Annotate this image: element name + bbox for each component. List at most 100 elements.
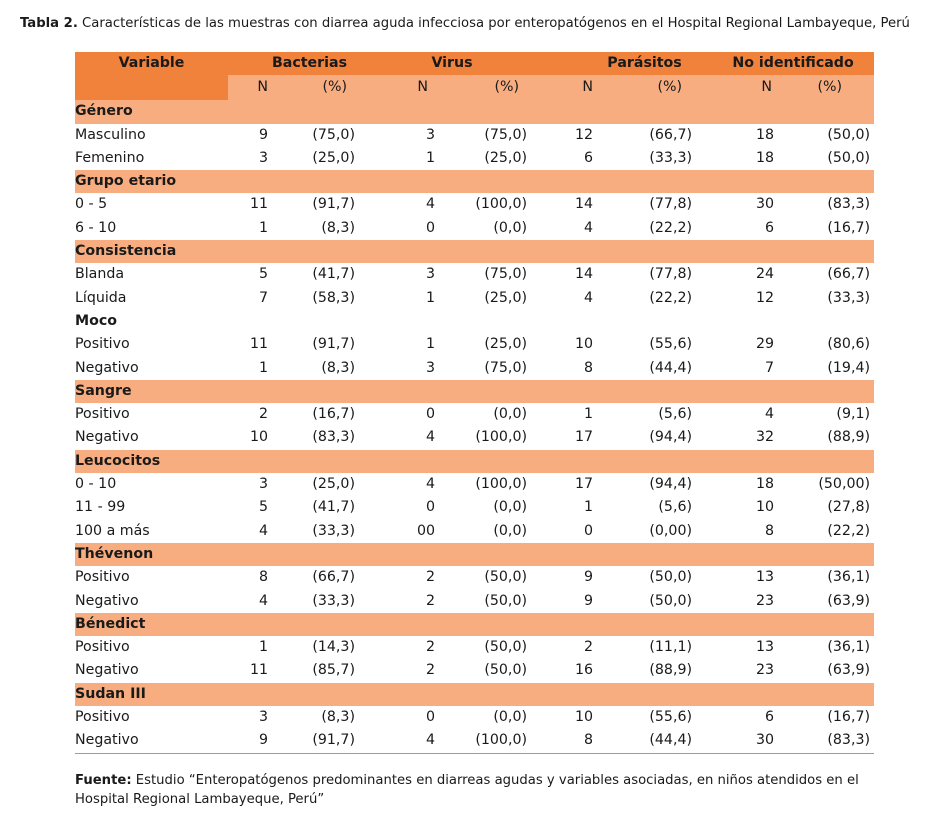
cell-percent: (25,0) bbox=[312, 149, 355, 166]
cell-count: 1 bbox=[583, 499, 594, 516]
cell-count: 6 bbox=[583, 149, 594, 166]
cell-count: 3 bbox=[425, 266, 435, 283]
table-row: Líquida 7 (58,3) 1 (25,0) 4 (22,2) 12 (33,3) bbox=[75, 287, 874, 310]
table-row: Positivo 11 (91,7) 1 (25,0) 10 (55,6) 29 (80,6) bbox=[75, 333, 874, 356]
section-row: Sangre bbox=[75, 379, 875, 404]
table-row: Masculino 9 (75,0) 3 (75,0) 12 (66,7) 18 (50,0) bbox=[75, 124, 874, 147]
cell-percent: (5,6) bbox=[658, 406, 693, 423]
row-label: Masculino bbox=[75, 126, 146, 143]
table-row: Negativo 11 (85,7) 2 (50,0) 16 (88,9) 23 (63,9) bbox=[75, 659, 874, 682]
cell-percent: (44,4) bbox=[593, 729, 699, 754]
cell-percent: (50,0) bbox=[484, 662, 528, 679]
cell-percent: (5,6) bbox=[658, 499, 693, 516]
row-label: 0 - 5 bbox=[75, 196, 108, 213]
cell-count: 10 bbox=[755, 499, 775, 516]
cell-count: 5 bbox=[258, 266, 268, 283]
row-label: Negativo bbox=[75, 662, 139, 679]
cell-percent: (66,7) bbox=[827, 266, 871, 283]
cell-count: 8 bbox=[583, 359, 594, 376]
cell-percent: (25,0) bbox=[484, 149, 528, 166]
cell-percent: (100,0) bbox=[475, 476, 528, 493]
cell-count: 18 bbox=[755, 126, 775, 143]
cell-count: 4 bbox=[425, 196, 435, 213]
header-group-bacterias: Bacterias bbox=[228, 52, 361, 76]
cell-percent: (16,7) bbox=[827, 219, 871, 236]
cell-count: 12 bbox=[574, 126, 594, 143]
row-label: Líquida bbox=[75, 289, 127, 306]
cell-count: 8 bbox=[258, 569, 268, 586]
table-row: Negativo 9 (91,7) 4 (100,0) 8 (44,4) 30 (83,3) bbox=[75, 729, 875, 754]
cell-count: 24 bbox=[755, 266, 775, 283]
cell-count: 2 bbox=[583, 639, 594, 656]
cell-count: 32 bbox=[755, 429, 775, 446]
header-row-units: N (%) N (%) N (%) N (%) bbox=[75, 75, 875, 101]
section-row: Moco bbox=[75, 310, 874, 333]
header-pct: (%) bbox=[776, 75, 875, 101]
cell-count: 1 bbox=[583, 406, 594, 423]
cell-percent: (83,3) bbox=[312, 429, 355, 446]
cell-percent: (55,6) bbox=[649, 336, 693, 353]
cell-percent: (33,3) bbox=[827, 289, 871, 306]
source-text: Estudio “Enteropatógenos predominantes e… bbox=[75, 773, 859, 807]
cell-percent: (0,00) bbox=[649, 522, 693, 539]
cell-percent: (8,3) bbox=[321, 709, 355, 726]
cell-count: 23 bbox=[755, 592, 775, 609]
cell-count: 1 bbox=[425, 149, 435, 166]
cell-percent: (25,0) bbox=[312, 476, 355, 493]
cell-count: 4 bbox=[583, 219, 594, 236]
table-body: Género Masculino 9 (75,0) 3 (75,0) 12 (66,7) 18(… bbox=[75, 100, 875, 754]
header-group-parasitos: Parásitos bbox=[533, 52, 699, 76]
cell-percent: (0,0) bbox=[493, 709, 528, 726]
cell-percent: (88,9) bbox=[827, 429, 871, 446]
section-row: Bénedict bbox=[75, 612, 875, 637]
cell-count: 4 bbox=[425, 429, 435, 446]
header-n: N bbox=[698, 75, 777, 101]
cell-percent: (94,4) bbox=[649, 476, 693, 493]
cell-count: 1 bbox=[258, 359, 268, 376]
cell-percent: (33,3) bbox=[312, 522, 355, 539]
cell-percent: (33,3) bbox=[312, 592, 355, 609]
section-title: Consistencia bbox=[75, 240, 875, 264]
cell-count: 9 bbox=[228, 729, 268, 754]
cell-count: 0 bbox=[425, 219, 435, 236]
cell-count: 17 bbox=[574, 476, 594, 493]
cell-percent: (50,0) bbox=[827, 149, 871, 166]
row-label: Blanda bbox=[75, 266, 125, 283]
cell-count: 10 bbox=[574, 336, 594, 353]
cell-percent: (63,9) bbox=[827, 592, 871, 609]
cell-count: 3 bbox=[425, 359, 435, 376]
cell-percent: (91,7) bbox=[312, 336, 355, 353]
cell-count: 13 bbox=[755, 569, 775, 586]
cell-count: 3 bbox=[425, 126, 435, 143]
row-label: Positivo bbox=[75, 709, 130, 726]
cell-percent: (63,9) bbox=[827, 662, 871, 679]
cell-count: 18 bbox=[755, 149, 775, 166]
cell-percent: (66,7) bbox=[649, 126, 693, 143]
cell-count: 18 bbox=[755, 476, 775, 493]
cell-percent: (16,7) bbox=[312, 406, 355, 423]
cell-percent: (16,7) bbox=[827, 709, 871, 726]
cell-percent: (22,2) bbox=[649, 219, 693, 236]
cell-percent: (100,0) bbox=[435, 729, 534, 754]
cell-count: 2 bbox=[425, 592, 435, 609]
cell-percent: (80,6) bbox=[827, 336, 871, 353]
cell-count: 4 bbox=[361, 729, 435, 754]
cell-percent: (9,1) bbox=[836, 406, 871, 423]
row-label: 100 a más bbox=[75, 522, 150, 539]
cell-count: 1 bbox=[258, 219, 268, 236]
header-group-no-identificado: No identificado bbox=[698, 52, 875, 76]
cell-count: 8 bbox=[533, 729, 594, 754]
cell-count: 8 bbox=[765, 522, 775, 539]
cell-count: 1 bbox=[425, 289, 435, 306]
table-row: Positivo 8 (66,7) 2 (50,0) 9 (50,0) 13 (36,1) bbox=[75, 566, 874, 589]
header-n: N bbox=[533, 75, 594, 101]
cell-count: 2 bbox=[425, 639, 435, 656]
cell-count: 11 bbox=[249, 336, 268, 353]
header-pct: (%) bbox=[268, 75, 361, 101]
section-row: Consistencia bbox=[75, 240, 875, 264]
cell-percent: (25,0) bbox=[484, 289, 528, 306]
cell-count: 10 bbox=[249, 429, 268, 446]
cell-percent: (27,8) bbox=[827, 499, 871, 516]
row-label: Positivo bbox=[75, 639, 130, 656]
header-n: N bbox=[228, 75, 268, 101]
